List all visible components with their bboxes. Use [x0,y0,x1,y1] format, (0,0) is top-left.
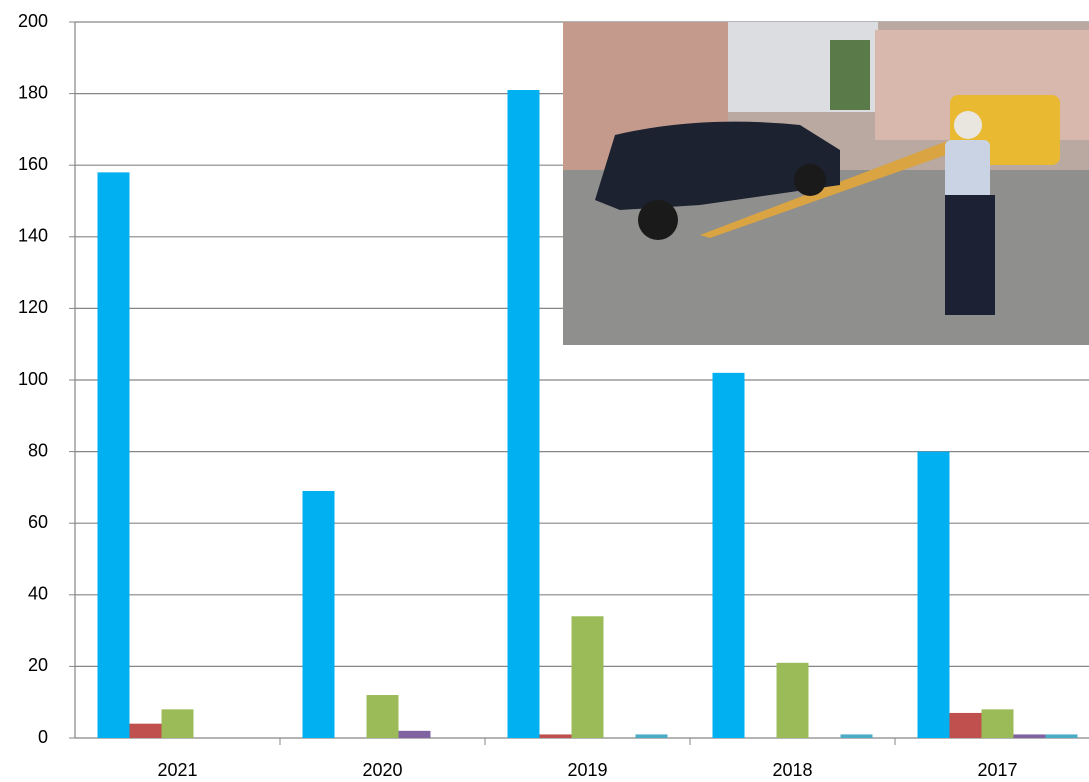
y-tick-label: 200 [18,11,48,31]
bar [571,616,604,738]
y-tick-label: 180 [18,82,48,102]
bar [97,172,130,739]
bar [366,695,399,738]
y-tick-label: 140 [18,226,48,246]
x-tick-label: 2018 [772,760,812,780]
y-tick-label: 100 [18,369,48,389]
x-tick-label: 2020 [362,760,402,780]
bar [840,734,873,738]
bar [161,709,194,738]
bar [776,662,809,738]
x-tick-label: 2019 [567,760,607,780]
bar [539,734,572,738]
x-tick-label: 2021 [157,760,197,780]
bar [302,490,335,738]
bar [949,712,982,738]
y-tick-label: 80 [28,440,48,460]
y-tick-label: 40 [28,584,48,604]
bar [981,709,1014,738]
y-tick-label: 160 [18,154,48,174]
bar [398,730,431,738]
y-tick-label: 60 [28,512,48,532]
x-tick-label: 2017 [977,760,1017,780]
bar [1013,734,1046,738]
bar [1045,734,1078,738]
bar [635,734,668,738]
y-tick-label: 120 [18,297,48,317]
bar [129,723,162,738]
inset-photo [563,22,1089,345]
bar [507,90,540,738]
y-tick-label: 20 [28,655,48,675]
bar [917,451,950,738]
y-tick-label: 0 [38,727,48,747]
bar [712,372,745,738]
